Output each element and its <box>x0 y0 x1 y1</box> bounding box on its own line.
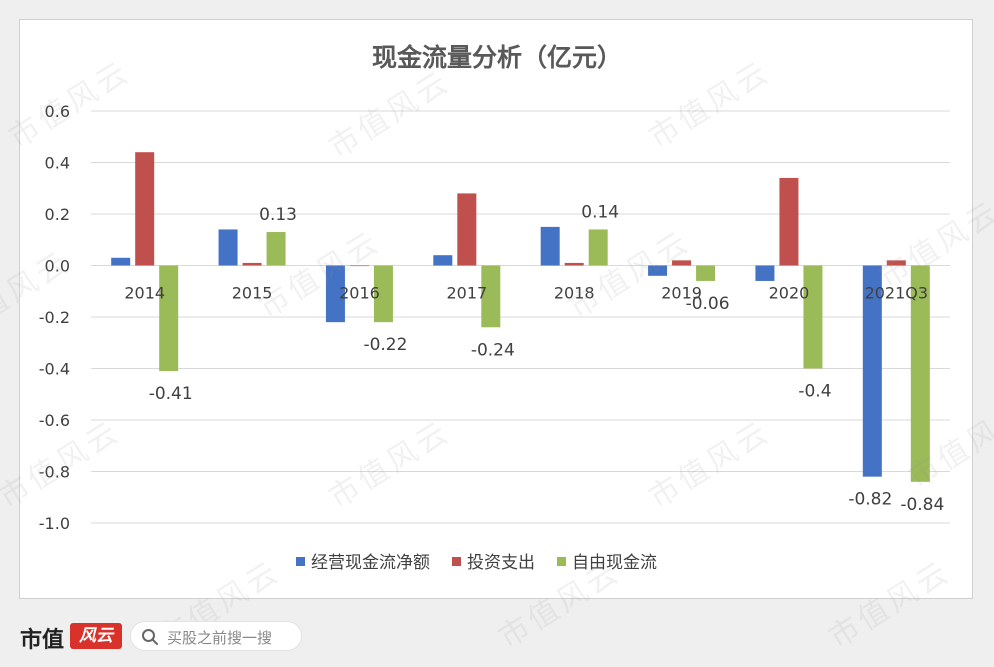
search-icon <box>142 629 158 645</box>
y-tick-label: -0.6 <box>39 411 70 430</box>
bar <box>803 265 823 369</box>
bar <box>648 265 668 276</box>
legend-swatch <box>557 557 566 566</box>
bar <box>433 255 453 266</box>
data-label: -0.22 <box>363 335 407 355</box>
x-tick-label: 2020 <box>769 284 810 303</box>
x-tick-label: 2019 <box>661 284 702 303</box>
legend-label: 经营现金流净额 <box>311 553 430 573</box>
y-tick-label: 0.4 <box>45 154 70 173</box>
y-tick-label: -0.2 <box>39 308 70 327</box>
bar <box>135 152 155 266</box>
bar <box>564 262 584 266</box>
x-tick-label: 2015 <box>232 284 273 303</box>
bar <box>159 265 179 372</box>
x-tick-label: 2018 <box>554 284 595 303</box>
bar <box>886 260 906 266</box>
data-label: -0.41 <box>149 384 193 404</box>
footer: 市值 风云 买股之前搜一搜 <box>0 610 994 667</box>
bar <box>862 265 882 477</box>
data-label: -0.84 <box>900 495 944 515</box>
bar <box>349 265 369 267</box>
bar <box>588 229 608 266</box>
x-tick-label: 2021Q3 <box>865 284 929 303</box>
brand-name: 市值 <box>20 628 65 653</box>
chart-card: 现金流量分析（亿元） 0.6 0.4 0.2 0.0 -0.2 -0.4 -0.6 -0.8 -1… <box>0 19 994 656</box>
search-placeholder: 买股之前搜一搜 <box>167 629 273 647</box>
legend-label: 自由现金流 <box>572 553 657 573</box>
brand-logo: 风云 <box>70 623 122 649</box>
x-tick-label: 2016 <box>339 284 380 303</box>
legend-swatch <box>452 557 461 566</box>
cash-flow-chart: 现金流量分析（亿元） 0.6 0.4 0.2 0.0 -0.2 -0.4 -0.6 -0.8 -1… <box>39 43 950 573</box>
y-tick-label: -0.4 <box>39 360 70 379</box>
x-tick-label: 2014 <box>124 284 165 303</box>
bar <box>779 177 799 266</box>
bar <box>672 260 692 266</box>
x-tick-label: 2017 <box>446 284 487 303</box>
y-tick-label: 0.6 <box>45 102 70 121</box>
legend-label: 投资支出 <box>467 553 535 573</box>
data-label: -0.4 <box>798 382 831 402</box>
bar <box>373 265 393 323</box>
bar <box>910 265 930 482</box>
data-label: -0.06 <box>686 294 730 314</box>
bar <box>696 265 716 281</box>
data-label: -0.24 <box>471 340 515 360</box>
y-tick-label: 0.2 <box>45 205 70 224</box>
data-label: -0.82 <box>848 490 892 510</box>
data-label: 0.13 <box>259 205 297 225</box>
bar <box>457 193 477 266</box>
bar <box>111 257 131 266</box>
y-tick-label: -0.8 <box>39 463 70 482</box>
legend-swatch <box>296 557 305 566</box>
bar <box>540 226 560 266</box>
y-tick-label: 0.0 <box>45 257 70 276</box>
bar <box>218 229 238 266</box>
search-box[interactable]: 买股之前搜一搜 <box>130 621 302 651</box>
chart-title: 现金流量分析（亿元） <box>372 43 622 72</box>
y-tick-label: -1.0 <box>39 514 70 533</box>
bar <box>325 265 345 323</box>
data-label: 0.14 <box>581 202 619 222</box>
bar <box>242 262 262 266</box>
bar <box>755 265 775 281</box>
bar <box>266 232 286 266</box>
bar <box>481 265 501 328</box>
